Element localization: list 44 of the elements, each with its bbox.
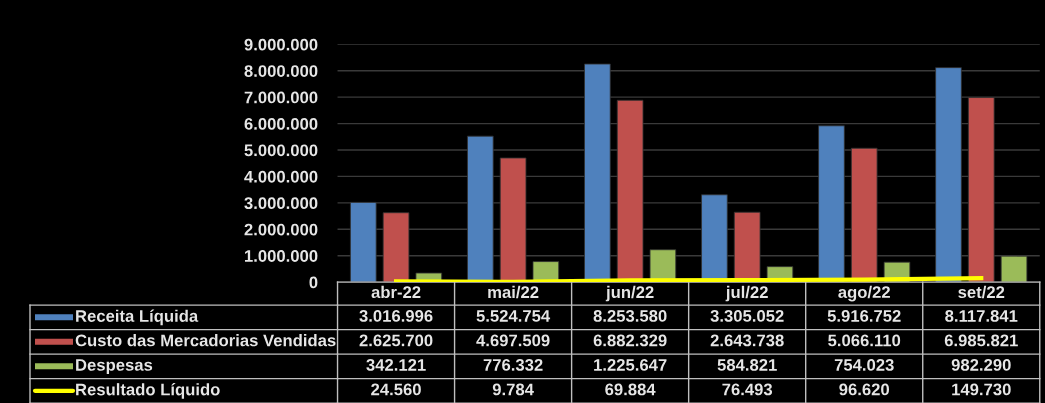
x-tick-label: jun/22 — [605, 285, 654, 302]
x-tick-label: jul/22 — [725, 285, 768, 302]
data-label: 4.697.509 — [476, 334, 550, 347]
x-tick-label: set/22 — [958, 285, 1005, 299]
y-tick-label: 9.000.000 — [244, 38, 318, 51]
data-label: 96.620 — [839, 383, 890, 396]
data-label: 149.730 — [952, 383, 1011, 396]
data-label: 776.332 — [483, 359, 543, 371]
data-label: 3.305.052 — [710, 310, 784, 322]
data-label: 5.066.110 — [828, 334, 901, 347]
y-tick-label: 7.000.000 — [244, 91, 318, 104]
legend-label: Despesas — [76, 359, 153, 375]
data-label: 2.625.700 — [359, 334, 433, 347]
data-label: 6.985.821 — [944, 334, 1018, 347]
data-label: 76.493 — [722, 383, 773, 396]
data-label: 8.117.841 — [945, 310, 1018, 322]
data-label: 5.916.752 — [827, 310, 901, 322]
data-label: 8.253.580 — [593, 310, 667, 322]
data-label: 3.016.996 — [359, 310, 433, 322]
data-label: 982.290 — [951, 359, 1011, 371]
y-tick-label: 1.000.000 — [245, 250, 318, 262]
data-label: 5.524.754 — [476, 310, 551, 322]
data-label: 9.784 — [492, 383, 534, 396]
data-label: 69.884 — [605, 383, 656, 396]
x-tick-label: mai/22 — [488, 285, 539, 299]
x-tick-label: abr-22 — [371, 285, 421, 299]
y-tick-label: 2.000.000 — [244, 223, 318, 236]
data-label: 1.225.647 — [594, 359, 667, 371]
data-label: 342.121 — [366, 359, 426, 371]
legend-label: Receita Líquida — [76, 309, 199, 326]
y-tick-label: 4.000.000 — [244, 170, 318, 183]
legend-label: Resultado Líquido — [76, 383, 220, 399]
data-label: 2.643.738 — [710, 334, 784, 347]
data-label: 584.821 — [717, 359, 777, 371]
legend-label: Custo das Mercadorias Vendidas — [75, 334, 336, 347]
data-label: 754.023 — [834, 359, 894, 371]
y-tick-label: 0 — [309, 276, 318, 289]
data-label: 24.560 — [371, 383, 421, 396]
data-label: 6.882.329 — [593, 334, 667, 347]
x-tick-label: ago/22 — [838, 285, 890, 302]
y-tick-label: 6.000.000 — [244, 117, 318, 130]
y-tick-label: 5.000.000 — [244, 144, 318, 157]
y-tick-label: 3.000.000 — [244, 197, 318, 210]
y-tick-label: 8.000.000 — [244, 65, 318, 77]
